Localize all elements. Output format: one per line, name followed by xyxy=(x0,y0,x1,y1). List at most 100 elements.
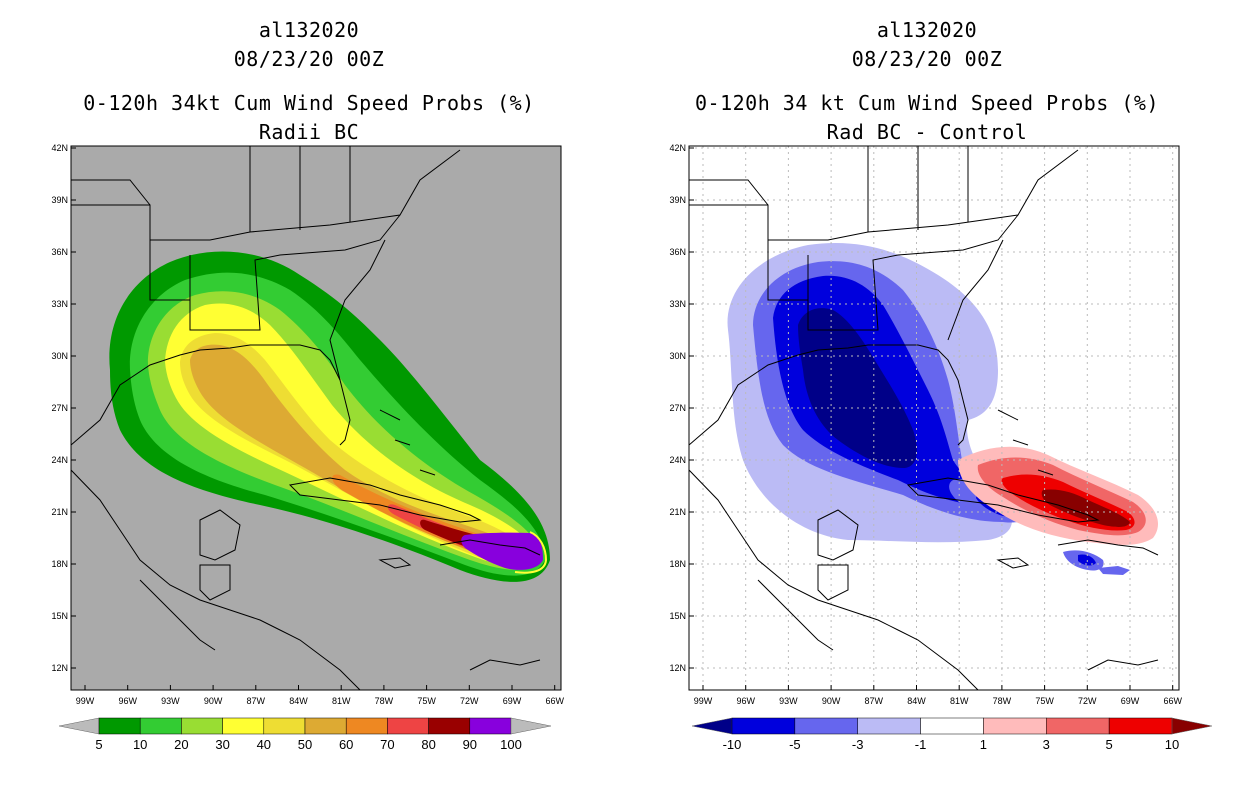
colorbar-segment xyxy=(469,717,512,735)
lat-tick-label: 42N xyxy=(51,143,68,153)
colorbar-under-arrow xyxy=(58,717,100,735)
lon-tick-label: 87W xyxy=(865,696,884,706)
left-map: 42N 39N 36N 33N 30N 27N 24N 21N 18N 15N 12N 99W 96W… xyxy=(51,143,564,752)
lon-tick-label: 66W xyxy=(1163,696,1182,706)
diff-neg-hispaniola-2 xyxy=(1078,554,1096,566)
right-difference-field xyxy=(727,243,1158,575)
colorbar-label: -5 xyxy=(789,737,801,752)
lat-tick-label: 18N xyxy=(669,559,686,569)
right-storm-id: al132020 xyxy=(876,18,978,42)
right-coastlines xyxy=(689,146,1159,690)
colorbar-segment xyxy=(1108,717,1173,735)
colorbar-segment xyxy=(794,717,858,735)
colorbar-over-arrow xyxy=(510,717,552,735)
left-colorbar: 5 10 20 30 40 50 60 70 80 90 100 xyxy=(58,717,552,752)
lat-tick-label: 12N xyxy=(51,663,68,673)
colorbar-over-arrow xyxy=(1171,717,1213,735)
lon-tick-label: 72W xyxy=(460,696,479,706)
lon-tick-label: 66W xyxy=(545,696,564,706)
colorbar-label: 100 xyxy=(500,737,522,752)
colorbar-segment xyxy=(181,717,223,735)
lat-tick-label: 30N xyxy=(669,351,686,361)
right-grid xyxy=(689,146,1179,690)
lon-tick-label: 90W xyxy=(822,696,841,706)
lon-tick-label: 72W xyxy=(1078,696,1097,706)
lat-tick-label: 33N xyxy=(669,299,686,309)
lon-tick-label: 78W xyxy=(993,696,1012,706)
right-colorbar: -10 -5 -3 -1 1 3 5 10 xyxy=(691,717,1213,752)
lat-tick-label: 24N xyxy=(51,455,68,465)
colorbar-segment xyxy=(139,717,182,735)
lat-tick-label: 36N xyxy=(669,247,686,257)
right-subtitle: Rad BC - Control xyxy=(826,120,1028,144)
colorbar-under-arrow xyxy=(691,717,733,735)
lat-tick-label: 36N xyxy=(51,247,68,257)
lon-tick-label: 78W xyxy=(375,696,394,706)
colorbar-label: 80 xyxy=(421,737,435,752)
colorbar-segment xyxy=(983,717,1047,735)
right-lon-ticks: 99W 96W 93W 90W 87W 84W 81W 78W 75W 72W 69W 66W xyxy=(694,685,1182,706)
lon-tick-label: 87W xyxy=(247,696,266,706)
colorbar-label: 1 xyxy=(980,737,987,752)
colorbar-label: 50 xyxy=(298,737,312,752)
lat-tick-label: 21N xyxy=(51,507,68,517)
lon-tick-label: 99W xyxy=(694,696,713,706)
colorbar-label: 3 xyxy=(1043,737,1050,752)
colorbar-label: -10 xyxy=(723,737,742,752)
left-subtitle: Radii BC xyxy=(258,120,360,144)
colorbar-segment xyxy=(1046,717,1110,735)
right-datetime: 08/23/20 00Z xyxy=(851,47,1003,71)
lat-tick-label: 39N xyxy=(51,195,68,205)
colorbar-label: -3 xyxy=(852,737,864,752)
lat-tick-label: 15N xyxy=(669,611,686,621)
left-title: 0-120h 34kt Cum Wind Speed Probs (%) xyxy=(83,91,535,115)
lat-tick-label: 21N xyxy=(669,507,686,517)
colorbar-segment xyxy=(345,717,388,735)
right-map-frame xyxy=(688,145,1180,691)
colorbar-label: 40 xyxy=(257,737,271,752)
left-coastlines xyxy=(71,146,541,690)
lon-tick-label: 69W xyxy=(503,696,522,706)
right-panel: al132020 08/23/20 00Z 0-120h 34 kt Cum W… xyxy=(618,0,1236,800)
lon-tick-label: 81W xyxy=(950,696,969,706)
lon-tick-label: 81W xyxy=(332,696,351,706)
left-panel: al132020 08/23/20 00Z 0-120h 34kt Cum Wi… xyxy=(51,18,564,752)
lon-tick-label: 96W xyxy=(118,696,137,706)
diff-neg-tail xyxy=(1098,566,1130,575)
right-lat-ticks: 42N 39N 36N 33N 30N 27N 24N 21N 18N 15N 12N xyxy=(669,143,694,673)
colorbar-segment xyxy=(304,717,347,735)
swath-50 xyxy=(190,344,530,561)
lat-tick-label: 18N xyxy=(51,559,68,569)
diff-neg-10 xyxy=(798,308,917,468)
lon-tick-label: 84W xyxy=(289,696,308,706)
left-lon-ticks: 99W 96W 93W 90W 87W 84W 81W 78W 75W 72W 69W 66W xyxy=(76,685,564,706)
lon-tick-label: 96W xyxy=(736,696,755,706)
lat-tick-label: 42N xyxy=(669,143,686,153)
lat-tick-label: 27N xyxy=(51,403,68,413)
colorbar-segment xyxy=(920,717,984,735)
lat-tick-label: 30N xyxy=(51,351,68,361)
colorbar-label: 10 xyxy=(1165,737,1179,752)
colorbar-segment xyxy=(387,717,429,735)
right-map: 42N 39N 36N 33N 30N 27N 24N 21N 18N 15N 12N 99W 96W… xyxy=(669,143,1213,752)
lon-tick-label: 69W xyxy=(1121,696,1140,706)
colorbar-label: 60 xyxy=(339,737,353,752)
colorbar-label: 90 xyxy=(463,737,477,752)
right-title: 0-120h 34 kt Cum Wind Speed Probs (%) xyxy=(694,91,1160,115)
colorbar-label: 70 xyxy=(380,737,394,752)
left-lat-ticks: 42N 39N 36N 33N 30N 27N 24N 21N 18N 15N 12N xyxy=(51,143,76,673)
lon-tick-label: 93W xyxy=(779,696,798,706)
colorbar-label: -1 xyxy=(915,737,927,752)
lat-tick-label: 27N xyxy=(669,403,686,413)
left-map-frame xyxy=(70,145,562,691)
lon-tick-label: 75W xyxy=(1035,696,1054,706)
lat-tick-label: 15N xyxy=(51,611,68,621)
left-storm-id: al132020 xyxy=(258,18,360,42)
lon-tick-label: 90W xyxy=(204,696,223,706)
colorbar-label: 5 xyxy=(95,737,102,752)
lon-tick-label: 75W xyxy=(417,696,436,706)
colorbar-segment xyxy=(857,717,921,735)
lat-tick-label: 39N xyxy=(669,195,686,205)
swath-edge-line xyxy=(514,531,548,574)
left-datetime: 08/23/20 00Z xyxy=(233,47,385,71)
